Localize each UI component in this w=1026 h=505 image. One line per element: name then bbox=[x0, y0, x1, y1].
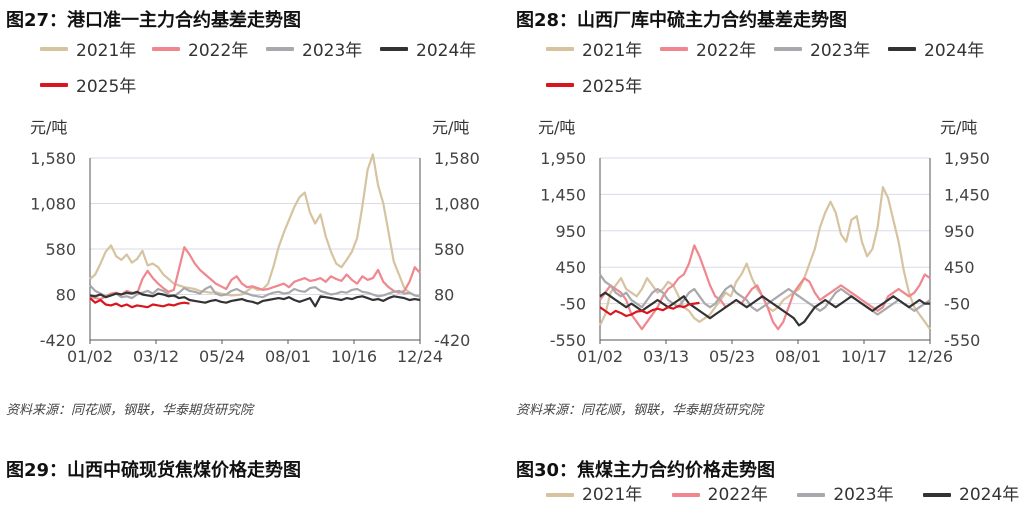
next-figure-title-right: 图30：焦煤主力合约价格走势图 bbox=[516, 460, 776, 481]
y-tick-label-right: 450 bbox=[944, 258, 975, 277]
series-line-2025年 bbox=[89, 297, 190, 309]
series-line-2025年 bbox=[599, 301, 700, 318]
x-tick-label: 05/24 bbox=[199, 347, 245, 366]
legend-item-2025: 2025年 bbox=[546, 72, 642, 97]
legend-label: 2023年 bbox=[833, 485, 894, 505]
source-note: 资料来源：同花顺，钢联，华泰期货研究院 bbox=[516, 403, 764, 418]
x-tick-label: 10/17 bbox=[841, 347, 887, 366]
legend-item-2022: 2022年 bbox=[152, 36, 248, 61]
x-tick-label: 03/13 bbox=[643, 347, 689, 366]
y-tick-label-left: 1,080 bbox=[30, 195, 76, 214]
legend-item-2023: 2023年 bbox=[266, 36, 362, 61]
series-line-2021年 bbox=[89, 153, 421, 298]
legend-swatch-2021 bbox=[40, 46, 68, 51]
legend-label: 2021年 bbox=[582, 41, 643, 61]
legend-label: 2024年 bbox=[924, 41, 985, 61]
series-line-2022年 bbox=[599, 244, 931, 331]
y-axis-unit-right: 元/吨 bbox=[940, 118, 978, 137]
chart-plot-area: -420 -420 80 80 580 580 1,080 1,080 1,580 1,580 01… bbox=[30, 149, 480, 366]
legend-label: 2022年 bbox=[696, 41, 757, 61]
series-line-2024年 bbox=[599, 291, 930, 327]
chart-title: 图27：港口准一主力合约基差走势图 bbox=[6, 10, 302, 31]
x-tick-label: 05/23 bbox=[709, 347, 755, 366]
y-tick-label-right: 1,950 bbox=[944, 149, 990, 168]
legend-label: 2022年 bbox=[188, 41, 249, 61]
series-line-2022年 bbox=[89, 246, 421, 301]
x-tick-label: 01/02 bbox=[67, 347, 113, 366]
legend-item-2021: 2021年 bbox=[40, 36, 136, 61]
y-tick-label-left: 1,950 bbox=[540, 149, 586, 168]
y-tick-label-right: 580 bbox=[434, 240, 465, 259]
legend-label: 2025年 bbox=[582, 77, 643, 97]
x-tick-label: 12/26 bbox=[907, 347, 953, 366]
chart-plot-area: -550 -550 -50 -50 450 450 950 950 1,450 1,450 1,95… bbox=[540, 149, 990, 366]
legend-label: 2023年 bbox=[810, 41, 871, 61]
legend-item-2024: 2024年 bbox=[888, 36, 984, 61]
series-line-2023年 bbox=[599, 273, 931, 316]
legend-item-2021: 2021年 bbox=[546, 36, 642, 61]
y-tick-label-left: 950 bbox=[555, 222, 586, 241]
next-figure-title-left: 图29：山西中硫现货焦煤价格走势图 bbox=[6, 460, 302, 481]
series-line-2023年 bbox=[89, 284, 421, 300]
chart-title: 图28：山西厂库中硫主力合约基差走势图 bbox=[516, 10, 848, 31]
x-tick-label: 12/24 bbox=[397, 347, 443, 366]
legend-label: 2021年 bbox=[76, 41, 137, 61]
legend-swatch-2024 bbox=[888, 46, 916, 51]
y-tick-label-left: -420 bbox=[40, 331, 76, 350]
legend-swatch-2022 bbox=[152, 46, 180, 51]
legend-label: 2023年 bbox=[302, 41, 363, 61]
legend-swatch-2023 bbox=[774, 46, 802, 51]
y-axis-unit-right: 元/吨 bbox=[432, 118, 470, 137]
next-figure-legend-partial: 2021年 2022年 2023年 2024年 bbox=[546, 480, 1019, 505]
y-axis-unit-left: 元/吨 bbox=[30, 118, 68, 137]
x-tick-label: 08/01 bbox=[775, 347, 821, 366]
source-note: 资料来源：同花顺，钢联，华泰期货研究院 bbox=[6, 403, 254, 418]
chart-panel-fig28: 图28：山西厂库中硫主力合约基差走势图 2021年 2022年 2023年 20… bbox=[510, 0, 1010, 430]
legend-swatch-2024 bbox=[380, 46, 408, 51]
legend-label: 2024年 bbox=[416, 41, 477, 61]
x-tick-label: 03/12 bbox=[133, 347, 179, 366]
chart-panel-fig27: 图27：港口准一主力合约基差走势图 2021年 2022年 2023年 2024… bbox=[0, 0, 500, 430]
y-tick-label-right: 1,080 bbox=[434, 195, 480, 214]
legend-label: 2024年 bbox=[959, 485, 1020, 505]
y-tick-label-left: -50 bbox=[560, 295, 586, 314]
legend-item-2025: 2025年 bbox=[40, 72, 136, 97]
legend-swatch-2025 bbox=[546, 82, 574, 87]
legend-swatch-2023 bbox=[266, 46, 294, 51]
y-tick-label-right: 1,450 bbox=[944, 185, 990, 204]
x-tick-label: 01/02 bbox=[577, 347, 623, 366]
y-tick-label-left: 580 bbox=[45, 240, 76, 259]
y-tick-label-left: 80 bbox=[56, 286, 76, 305]
series-line-2024年 bbox=[89, 290, 421, 308]
y-tick-label-left: 450 bbox=[555, 258, 586, 277]
legend-swatch-2025 bbox=[40, 82, 68, 87]
legend-item-2023: 2023年 bbox=[774, 36, 870, 61]
y-tick-label-right: 1,580 bbox=[434, 149, 480, 168]
legend-swatch-2022 bbox=[660, 46, 688, 51]
y-tick-label-left: 1,580 bbox=[30, 149, 76, 168]
legend-swatch-2021 bbox=[546, 46, 574, 51]
legend-label: 2021年 bbox=[582, 485, 643, 505]
legend-item-2024: 2024年 bbox=[380, 36, 476, 61]
x-tick-label: 08/01 bbox=[265, 347, 311, 366]
y-axis-unit-left: 元/吨 bbox=[538, 118, 576, 137]
y-tick-label-right: -50 bbox=[944, 295, 970, 314]
y-tick-label-right: 80 bbox=[434, 286, 454, 305]
y-tick-label-left: 1,450 bbox=[540, 185, 586, 204]
legend-item-2022: 2022年 bbox=[660, 36, 756, 61]
y-tick-label-right: 950 bbox=[944, 222, 975, 241]
x-tick-label: 10/16 bbox=[331, 347, 377, 366]
y-tick-label-right: -550 bbox=[944, 331, 980, 350]
y-tick-label-right: -420 bbox=[434, 331, 470, 350]
legend-label: 2025年 bbox=[76, 77, 137, 97]
y-tick-label-left: -550 bbox=[550, 331, 586, 350]
legend-label: 2022年 bbox=[707, 485, 768, 505]
